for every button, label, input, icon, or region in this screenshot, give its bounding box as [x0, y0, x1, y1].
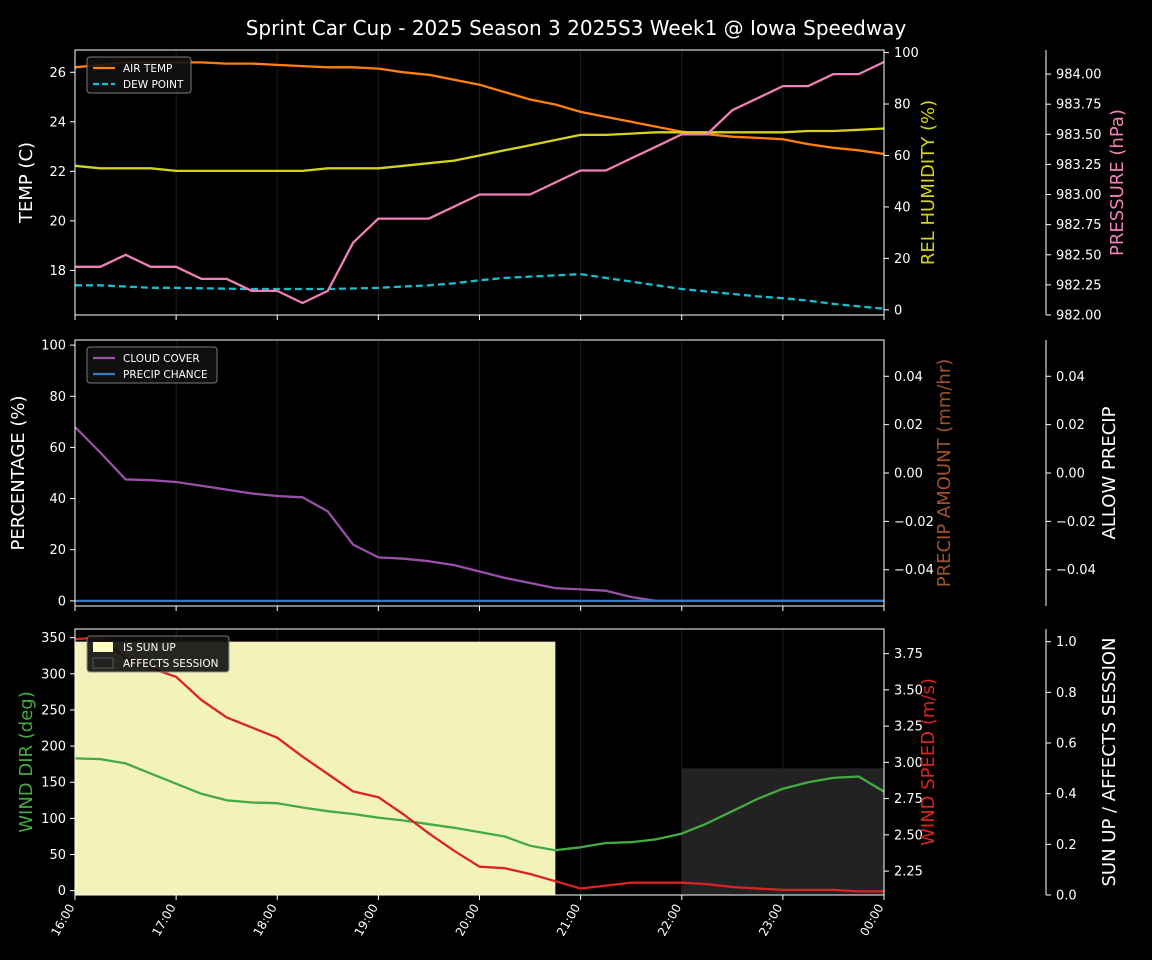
right-tick-label: 0.00: [894, 467, 923, 482]
series-wind-dir: [74, 757, 885, 852]
panel-temperature: 18 20 22 24 26 TEMP (C) 0 20 40 60 80 100 REL HUMIDI…: [16, 46, 1128, 323]
left-tick-label: 350: [41, 631, 66, 646]
offset-tick-label: 982.50: [1056, 248, 1102, 263]
band-is-sun-up: [75, 641, 556, 895]
right-axis-label: WIND SPEED (m/s): [918, 678, 939, 846]
offset-tick-label: 0.00: [1056, 467, 1085, 482]
offset-tick-label: −0.02: [1056, 515, 1096, 530]
left-tick-label: 26: [49, 66, 66, 81]
series-rel-humidity: [74, 127, 885, 173]
left-tick-label: 20: [49, 543, 66, 558]
right-tick-label: 3.75: [894, 647, 923, 662]
offset-tick-label: 983.00: [1056, 188, 1102, 203]
offset-tick-label: 0.04: [1056, 370, 1085, 385]
right-tick-label: 0: [894, 303, 902, 318]
left-tick-label: 0: [58, 594, 66, 609]
legend: CLOUD COVER PRECIP CHANCE: [86, 346, 218, 384]
legend-label: IS SUN UP: [123, 642, 176, 654]
offset-tick-label: 0.0: [1056, 889, 1077, 904]
right-tick-label: 3.25: [894, 720, 923, 735]
left-tick-label: 250: [41, 703, 66, 718]
offset-axis-label: ALLOW PRECIP: [1099, 406, 1120, 539]
offset-tick-label: 0.8: [1056, 686, 1077, 701]
legend: IS SUN UP AFFECTS SESSION: [86, 635, 230, 673]
offset-tick-label: 0.6: [1056, 737, 1077, 752]
right-tick-label: 0.04: [894, 370, 923, 385]
left-axis-label: PERCENTAGE (%): [8, 395, 29, 550]
legend-swatch: [93, 642, 113, 652]
right-tick-label: 100: [894, 46, 919, 61]
chart-panels: 18 20 22 24 26 TEMP (C) 0 20 40 60 80 100 REL HUMIDI…: [8, 46, 1128, 938]
right-axis-label: PRECIP AMOUNT (mm/hr): [934, 359, 955, 588]
offset-axis-label: PRESSURE (hPa): [1107, 109, 1128, 256]
panel-wind: 0 50 100 150 200 250 300 350 WIND DIR (deg) 2.25 2…: [16, 628, 1120, 904]
band-affects-session: [681, 768, 884, 895]
right-tick-label: 2.25: [894, 865, 923, 880]
right-tick-label: 60: [894, 149, 911, 164]
right-tick-label: 3.50: [894, 683, 923, 698]
right-tick-label: 2.50: [894, 828, 923, 843]
right-tick-label: 40: [894, 200, 911, 215]
left-tick-label: 200: [41, 740, 66, 755]
offset-tick-label: −0.04: [1056, 563, 1096, 578]
left-tick-label: 22: [49, 165, 66, 180]
left-tick-label: 0: [58, 884, 66, 899]
right-tick-label: −0.04: [894, 563, 934, 578]
offset-tick-label: 983.25: [1056, 158, 1102, 173]
legend-box: [86, 346, 218, 384]
left-tick-label: 60: [49, 441, 66, 456]
offset-tick-label: 982.75: [1056, 218, 1102, 233]
right-tick-label: 3.00: [894, 756, 923, 771]
series-pressure: [75, 60, 885, 305]
offset-tick-label: 982.25: [1056, 278, 1102, 293]
offset-tick-label: 0.4: [1056, 787, 1077, 802]
series-dew-point: [75, 272, 885, 310]
right-axis-label: REL HUMIDITY (%): [918, 100, 939, 265]
offset-tick-label: 1.0: [1056, 635, 1077, 650]
offset-tick-label: 984.00: [1056, 68, 1102, 83]
legend-label: AFFECTS SESSION: [123, 658, 219, 670]
left-axis-label: WIND DIR (deg): [16, 691, 37, 833]
offset-tick-label: 0.02: [1056, 418, 1085, 433]
series-wind-speed: [74, 636, 884, 893]
series-air-temp: [74, 61, 885, 156]
offset-axis-label: SUN UP / AFFECTS SESSION: [1099, 637, 1120, 886]
right-tick-label: 80: [894, 98, 911, 113]
left-tick-label: 300: [41, 667, 66, 682]
left-axis-label: TEMP (C): [16, 142, 37, 224]
right-tick-label: 2.75: [894, 792, 923, 807]
legend-label: CLOUD COVER: [123, 353, 200, 365]
left-tick-label: 50: [49, 848, 66, 863]
figure-title: Sprint Car Cup - 2025 Season 3 2025S3 We…: [246, 16, 907, 40]
legend-swatch: [92, 657, 114, 669]
right-tick-label: 0.02: [894, 418, 923, 433]
legend-label: AIR TEMP: [123, 63, 172, 75]
left-tick-label: 40: [49, 492, 66, 507]
legend-label: PRECIP CHANCE: [123, 369, 208, 381]
left-tick-label: 24: [49, 115, 66, 130]
left-tick-label: 100: [41, 339, 66, 354]
offset-tick-label: 0.2: [1056, 838, 1077, 853]
left-tick-label: 150: [41, 776, 66, 791]
legend: AIR TEMP DEW POINT: [86, 56, 192, 94]
legend-label: DEW POINT: [123, 79, 184, 91]
legend-box: [86, 635, 230, 673]
left-tick-label: 20: [49, 214, 66, 229]
offset-tick-label: 983.75: [1056, 98, 1102, 113]
right-tick-label: 20: [894, 252, 911, 267]
left-tick-label: 80: [49, 390, 66, 405]
left-tick-label: 100: [41, 812, 66, 827]
left-tick-label: 18: [49, 264, 66, 279]
panel-cloud: 0 20 40 60 80 100 PERCENTAGE (%) −0.04 −0.02 0.00…: [8, 339, 1120, 611]
right-tick-label: −0.02: [894, 515, 934, 530]
offset-tick-label: 982.00: [1056, 309, 1102, 324]
offset-tick-label: 983.50: [1056, 128, 1102, 143]
